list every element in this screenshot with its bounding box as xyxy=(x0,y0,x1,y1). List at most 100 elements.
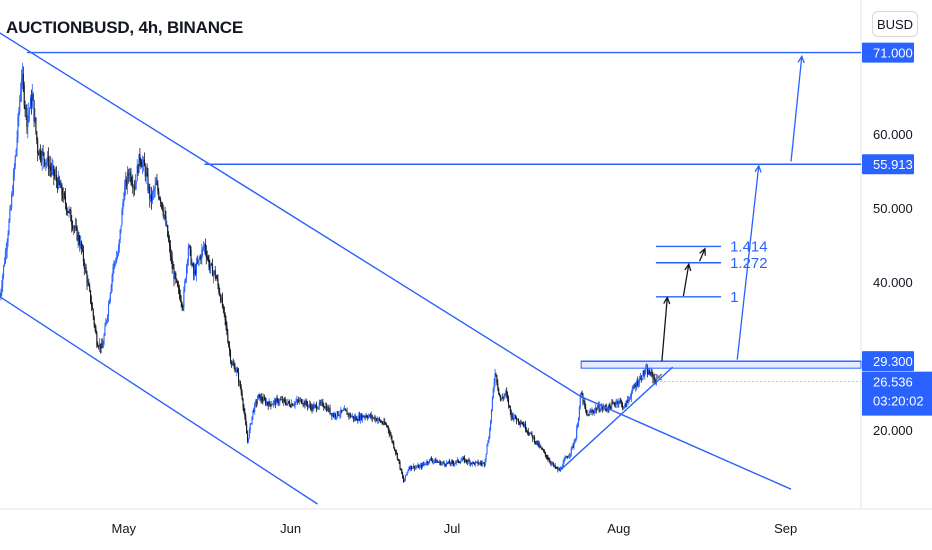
candle-body xyxy=(238,372,240,383)
candle-body xyxy=(415,467,417,468)
candle-body xyxy=(466,461,468,463)
candle-body xyxy=(147,174,149,191)
candle-body xyxy=(526,431,528,432)
candle-body xyxy=(93,316,95,325)
candle-body xyxy=(238,381,241,383)
price-level-tag xyxy=(862,42,914,63)
candle-body xyxy=(366,415,368,418)
candle-body xyxy=(638,383,640,386)
candle-body xyxy=(188,245,190,247)
arrow-head-icon xyxy=(797,54,805,64)
candle-body xyxy=(97,345,99,347)
candle-body xyxy=(361,415,363,420)
candle-body xyxy=(527,431,529,433)
candle-body xyxy=(368,416,370,419)
candle-body xyxy=(152,190,154,193)
candle-body xyxy=(121,210,123,226)
candle-body xyxy=(74,225,76,228)
candle-body xyxy=(583,401,585,403)
candle-body xyxy=(537,442,539,445)
candle-body xyxy=(31,94,33,107)
candle-body xyxy=(260,396,262,401)
candle-body xyxy=(275,398,277,405)
candle-body xyxy=(500,397,502,401)
candle-body xyxy=(58,177,60,184)
candle-body xyxy=(9,209,11,221)
candle-body xyxy=(103,335,105,345)
candle-body xyxy=(460,460,462,463)
candle-body xyxy=(140,160,142,165)
candle-body xyxy=(626,400,628,407)
candle-body xyxy=(342,410,345,412)
candle-body xyxy=(465,459,467,462)
candle-body xyxy=(597,404,599,408)
currency-button[interactable]: BUSD xyxy=(872,11,918,37)
candle-body xyxy=(303,401,305,405)
candle-body xyxy=(89,285,91,291)
candle-body xyxy=(624,403,626,407)
candle-body xyxy=(218,285,220,293)
candle-body xyxy=(244,411,246,417)
candle-body xyxy=(183,290,185,308)
candle-body xyxy=(167,225,169,237)
candle-body xyxy=(276,398,278,400)
candle-body xyxy=(594,408,597,410)
candle-body xyxy=(555,467,557,469)
candle-body xyxy=(478,463,480,465)
candle-body xyxy=(83,261,85,269)
candle-body xyxy=(90,290,92,302)
candle-body xyxy=(138,153,140,174)
candle-body xyxy=(321,401,323,403)
candle-body xyxy=(399,462,401,469)
candle-body xyxy=(278,402,280,404)
candle-body xyxy=(47,156,49,170)
candle-body xyxy=(317,407,319,409)
candle-body xyxy=(312,406,314,409)
candle-body xyxy=(242,398,244,408)
candle-body xyxy=(509,406,511,412)
projection-arrow xyxy=(661,297,668,362)
candle-body xyxy=(241,392,243,399)
candle-body xyxy=(186,265,188,279)
candle-body xyxy=(531,432,533,436)
chart-title: AUCTIONBUSD, 4h, BINANCE xyxy=(6,18,243,37)
candle-body xyxy=(618,401,620,404)
candle-body xyxy=(458,462,460,463)
candle-body xyxy=(305,400,307,406)
candle-body xyxy=(245,416,247,425)
candle-body xyxy=(506,390,508,396)
candle-body xyxy=(98,346,100,348)
candle-body xyxy=(524,424,526,427)
candle-body xyxy=(413,465,415,469)
candle-body xyxy=(20,91,22,101)
candle-body xyxy=(289,402,291,406)
candle-body xyxy=(266,401,268,404)
candle-body xyxy=(109,292,111,301)
fib-level-label: 1.414 xyxy=(730,238,768,255)
candle-body xyxy=(337,411,339,416)
candle-body xyxy=(258,394,260,396)
candle-body xyxy=(124,186,126,200)
candle-body xyxy=(57,177,59,189)
candle-body xyxy=(447,461,449,464)
candle-body xyxy=(157,184,159,192)
candle-body xyxy=(452,461,454,464)
candle-body xyxy=(396,453,398,459)
candle-body xyxy=(612,402,615,404)
candle-body xyxy=(488,437,490,443)
candle-body xyxy=(492,389,494,398)
candle-body xyxy=(544,452,546,455)
candle-body xyxy=(562,461,564,468)
candle-body xyxy=(165,216,167,226)
candle-body xyxy=(45,162,47,165)
candle-body xyxy=(292,405,294,406)
candle-body xyxy=(195,262,197,275)
candle-body xyxy=(350,414,352,417)
candle-body xyxy=(475,461,477,463)
candle-body xyxy=(194,269,197,275)
candle-body xyxy=(185,278,187,282)
candle-body xyxy=(456,459,458,461)
candle-body xyxy=(538,442,540,447)
candle-body xyxy=(257,394,259,400)
